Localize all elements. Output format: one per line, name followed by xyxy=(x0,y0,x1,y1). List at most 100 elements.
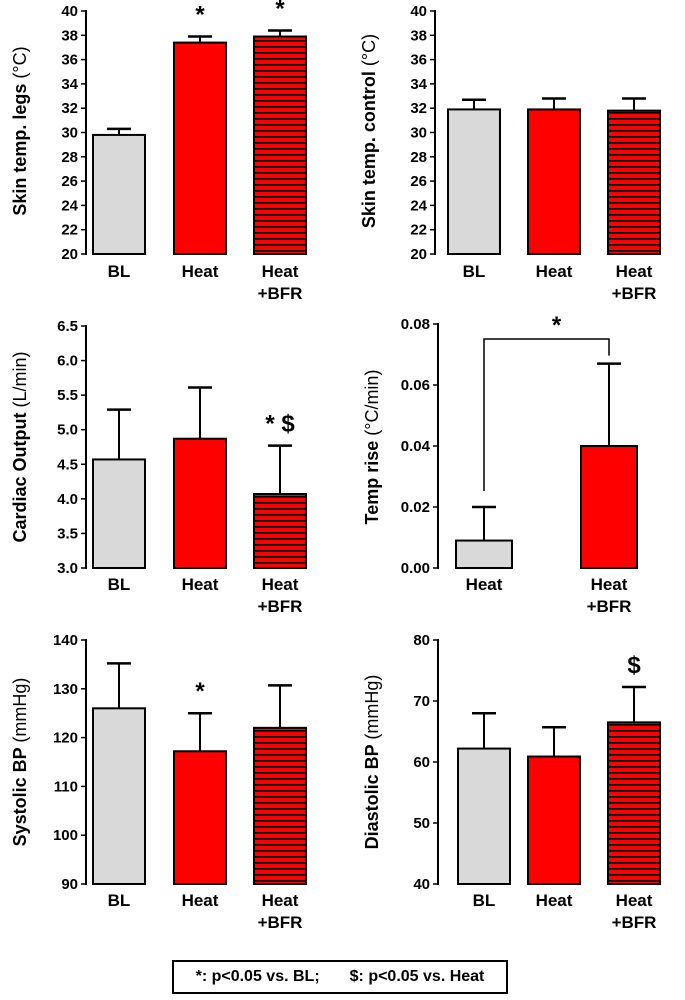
y-axis-title-main: Diastolic BP xyxy=(362,740,382,850)
x-category-line: Heat xyxy=(262,262,299,281)
y-tick-label: 28 xyxy=(410,149,427,166)
y-tick-label: 34 xyxy=(410,76,427,93)
y-tick-label: 34 xyxy=(61,76,78,93)
x-category-label: BL xyxy=(463,262,486,281)
bar-heat-bfr xyxy=(607,109,661,255)
bar-bl xyxy=(455,539,513,569)
y-tick-label: 38 xyxy=(410,27,427,44)
x-category-label: Heat xyxy=(182,891,219,910)
y-tick-label: 70 xyxy=(413,693,430,710)
x-category-label: BL xyxy=(108,575,131,594)
y-tick-label: 3.5 xyxy=(57,525,78,542)
x-category-label: Heat xyxy=(466,575,503,594)
bar-bl xyxy=(457,747,511,886)
significance-mark: * xyxy=(195,678,205,705)
y-tick-label: 4.5 xyxy=(57,456,78,473)
y-axis-title: Temp rise (°C/min) xyxy=(362,370,382,525)
x-category-label: Heat +BFR xyxy=(258,262,303,303)
x-category-label: Heat +BFR xyxy=(258,891,303,932)
y-axis-title-main: Systolic BP xyxy=(10,743,30,847)
y-tick-label: 40 xyxy=(413,876,430,893)
y-axis-title-unit: (°C/min) xyxy=(362,370,382,436)
y-tick-label: 0.02 xyxy=(401,499,430,516)
bar-heat-bfr xyxy=(253,493,307,570)
y-axis-title-main: Temp rise xyxy=(362,436,382,525)
y-tick-label: 5.0 xyxy=(57,422,78,439)
y-tick-label: 0.00 xyxy=(401,560,430,577)
bar-heat xyxy=(173,41,227,256)
y-tick-label: 38 xyxy=(61,27,78,44)
y-tick-label: 3.0 xyxy=(57,560,78,577)
panel-skin-temp-legs: 20 22 24 26 28 30 32 34 36 38 40 Skin temp. legs (°… xyxy=(10,0,307,303)
bar-heat xyxy=(527,108,581,256)
panel-cardiac-output: 3.0 3.5 4.0 4.5 5.0 5.5 6.0 6.5 Cardiac Output (… xyxy=(10,318,307,616)
y-tick-label: 32 xyxy=(410,100,427,117)
y-tick-label: 20 xyxy=(61,246,78,263)
y-tick-label: 5.5 xyxy=(57,387,78,404)
comparison-bracket xyxy=(483,338,610,491)
bar-heat xyxy=(527,755,581,886)
significance-mark: * $ xyxy=(265,411,295,438)
bar-heat-bfr xyxy=(607,721,661,885)
bar-bl xyxy=(92,458,146,569)
x-category-line: Heat xyxy=(182,262,219,281)
x-category-line: BL xyxy=(108,891,131,910)
y-tick-label: 22 xyxy=(410,222,427,239)
x-category-line: Heat xyxy=(591,575,628,594)
y-tick-label: 36 xyxy=(61,52,78,69)
y-axis-title-unit: (°C) xyxy=(10,46,30,78)
x-category-label: BL xyxy=(108,891,131,910)
y-tick-label: 22 xyxy=(61,222,78,239)
y-tick-label: 110 xyxy=(54,778,78,795)
y-tick-label: 0.08 xyxy=(401,316,430,333)
y-tick-label: 28 xyxy=(61,149,78,166)
significance-mark: $ xyxy=(627,652,641,679)
x-category-line: Heat xyxy=(182,891,219,910)
y-tick-label: 4.0 xyxy=(57,491,78,508)
bracket-significance-mark: * xyxy=(552,312,562,339)
x-category-label: BL xyxy=(473,891,496,910)
y-tick-label: 40 xyxy=(410,3,427,20)
x-category-line: Heat xyxy=(616,262,653,281)
y-axis-title-unit: (L/min) xyxy=(10,351,30,407)
x-category-line: Heat xyxy=(262,575,299,594)
bar-bl xyxy=(447,108,501,256)
x-category-line: +BFR xyxy=(258,284,303,303)
y-tick-label: 26 xyxy=(410,173,427,190)
y-tick-label: 20 xyxy=(410,246,427,263)
x-category-label: Heat +BFR xyxy=(258,575,303,616)
bar-bl xyxy=(92,707,146,885)
y-tick-label: 0.06 xyxy=(401,377,430,394)
panel-systolic-bp: 90 100 110 120 130 140 Systolic BP (mmHg) BL Hea… xyxy=(10,632,307,932)
bar-heat-bfr xyxy=(253,35,307,255)
x-category-line: Heat xyxy=(466,575,503,594)
y-axis-title: Diastolic BP (mmHg) xyxy=(362,675,382,850)
bar-heat-bfr xyxy=(253,726,307,886)
y-tick-label: 140 xyxy=(53,632,78,649)
y-tick-label: 30 xyxy=(61,125,78,142)
x-category-label: Heat +BFR xyxy=(587,575,632,616)
x-category-line: BL xyxy=(108,262,131,281)
x-category-line: Heat xyxy=(536,891,573,910)
legend-bl-note: *: p<0.05 vs. BL; xyxy=(195,968,320,985)
panel-skin-temp-control: 20 22 24 26 28 30 32 34 36 38 40 Skin temp. control… xyxy=(359,3,661,303)
bar-heat xyxy=(580,445,638,569)
panel-diastolic-bp: 40 50 60 70 80 Diastolic BP (mmHg) BL Heat Heat +… xyxy=(362,632,661,932)
x-category-line: +BFR xyxy=(258,597,303,616)
y-axis-title-unit: (mmHg) xyxy=(362,675,382,740)
x-category-label: Heat +BFR xyxy=(612,262,657,303)
y-tick-label: 40 xyxy=(61,3,78,20)
y-tick-label: 130 xyxy=(53,681,78,698)
x-category-line: Heat xyxy=(616,891,653,910)
y-tick-label: 50 xyxy=(413,815,430,832)
x-category-line: Heat xyxy=(536,262,573,281)
x-category-line: +BFR xyxy=(258,913,303,932)
y-tick-label: 6.5 xyxy=(57,318,78,335)
y-axis-title: Systolic BP (mmHg) xyxy=(10,678,30,847)
x-category-line: BL xyxy=(108,575,131,594)
legend-heat-note: $: p<0.05 vs. Heat xyxy=(349,968,485,985)
significance-mark: * xyxy=(275,0,285,22)
y-tick-label: 90 xyxy=(61,876,78,893)
y-tick-label: 0.04 xyxy=(401,438,431,455)
x-category-line: +BFR xyxy=(587,597,632,616)
